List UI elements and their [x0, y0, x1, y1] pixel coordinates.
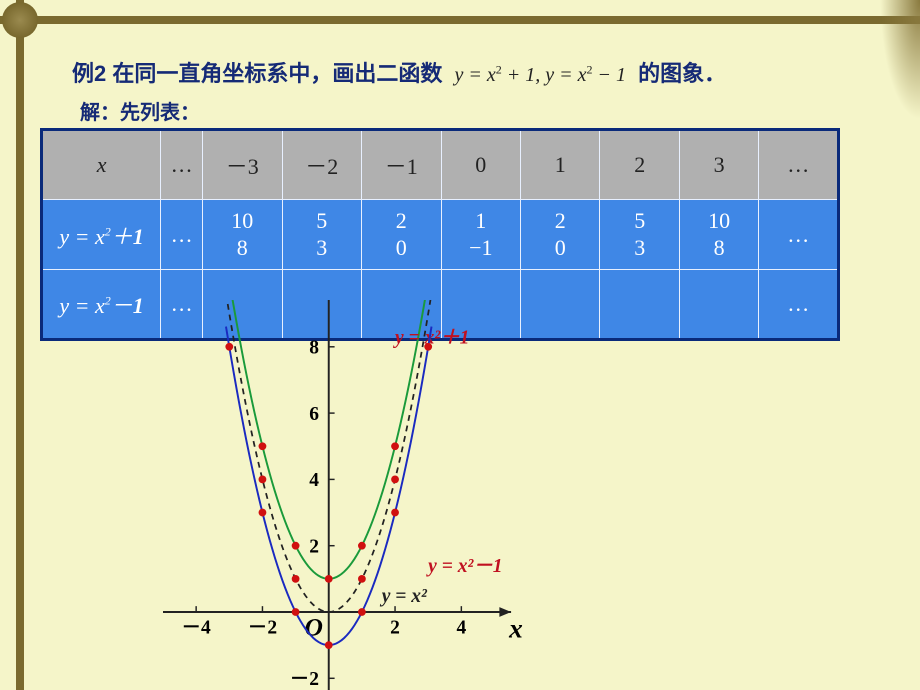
svg-text:y = x²: y = x² — [380, 586, 428, 607]
row1-cell: 53 — [600, 200, 679, 270]
deco-horizontal-bar — [0, 16, 920, 24]
row1-label: y = x2＋1 — [42, 200, 161, 270]
header-col: 0 — [441, 130, 521, 200]
header-dots: … — [161, 130, 203, 200]
svg-text:8: 8 — [309, 338, 319, 359]
title-suffix: 的图象． — [638, 61, 726, 86]
example-title: 例2 在同一直角坐标系中，画出二函数 y = x2 + 1, y = x2 − … — [72, 56, 726, 88]
row1-cell: 1−1 — [441, 200, 521, 270]
row1-cell: 108 — [679, 200, 759, 270]
header-trail: … — [759, 130, 839, 200]
deco-knot — [2, 2, 38, 38]
row2-cell — [600, 270, 679, 340]
svg-text:2: 2 — [390, 617, 400, 638]
row2-cell — [679, 270, 759, 340]
row2-trail: … — [759, 270, 839, 340]
deco-vertical-bar — [16, 0, 24, 690]
solution-step: 解：先列表： — [80, 96, 200, 125]
svg-text:－2: －2 — [290, 669, 319, 690]
deco-corner-right — [880, 0, 920, 120]
header-col: 2 — [600, 130, 679, 200]
row1-dots: … — [161, 200, 203, 270]
svg-text:6: 6 — [309, 404, 319, 425]
header-col: －2 — [282, 130, 362, 200]
parabola-chart: －4－224－22468Oxy = x²y = x²＋1y = x²－1 — [148, 300, 568, 690]
row1-cell: 20 — [521, 200, 600, 270]
header-x: x — [42, 130, 161, 200]
header-col: 1 — [521, 130, 600, 200]
svg-text:4: 4 — [456, 617, 466, 638]
header-col: －1 — [362, 130, 442, 200]
title-prefix: 例2 在同一直角坐标系中，画出二函数 — [72, 61, 442, 86]
svg-text:2: 2 — [309, 537, 319, 558]
table-row-plus1: y = x2＋1 … 108 53 20 1−1 20 53 108 … — [42, 200, 839, 270]
header-col: 3 — [679, 130, 759, 200]
table-header-row: x … －3 －2 －1 0 1 2 3 … — [42, 130, 839, 200]
svg-text:－4: －4 — [182, 617, 212, 638]
header-col: －3 — [203, 130, 283, 200]
svg-text:4: 4 — [309, 470, 319, 491]
svg-text:x: x — [508, 613, 523, 643]
svg-text:－2: －2 — [248, 617, 277, 638]
row2-label: y = x2－1 — [42, 270, 161, 340]
title-formula: y = x2 + 1, y = x2 − 1 — [454, 64, 626, 86]
row1-cell: 53 — [282, 200, 362, 270]
row1-cell: 20 — [362, 200, 442, 270]
svg-text:y = x²－1: y = x²－1 — [426, 556, 502, 577]
row1-cell: 108 — [203, 200, 283, 270]
row1-trail: … — [759, 200, 839, 270]
